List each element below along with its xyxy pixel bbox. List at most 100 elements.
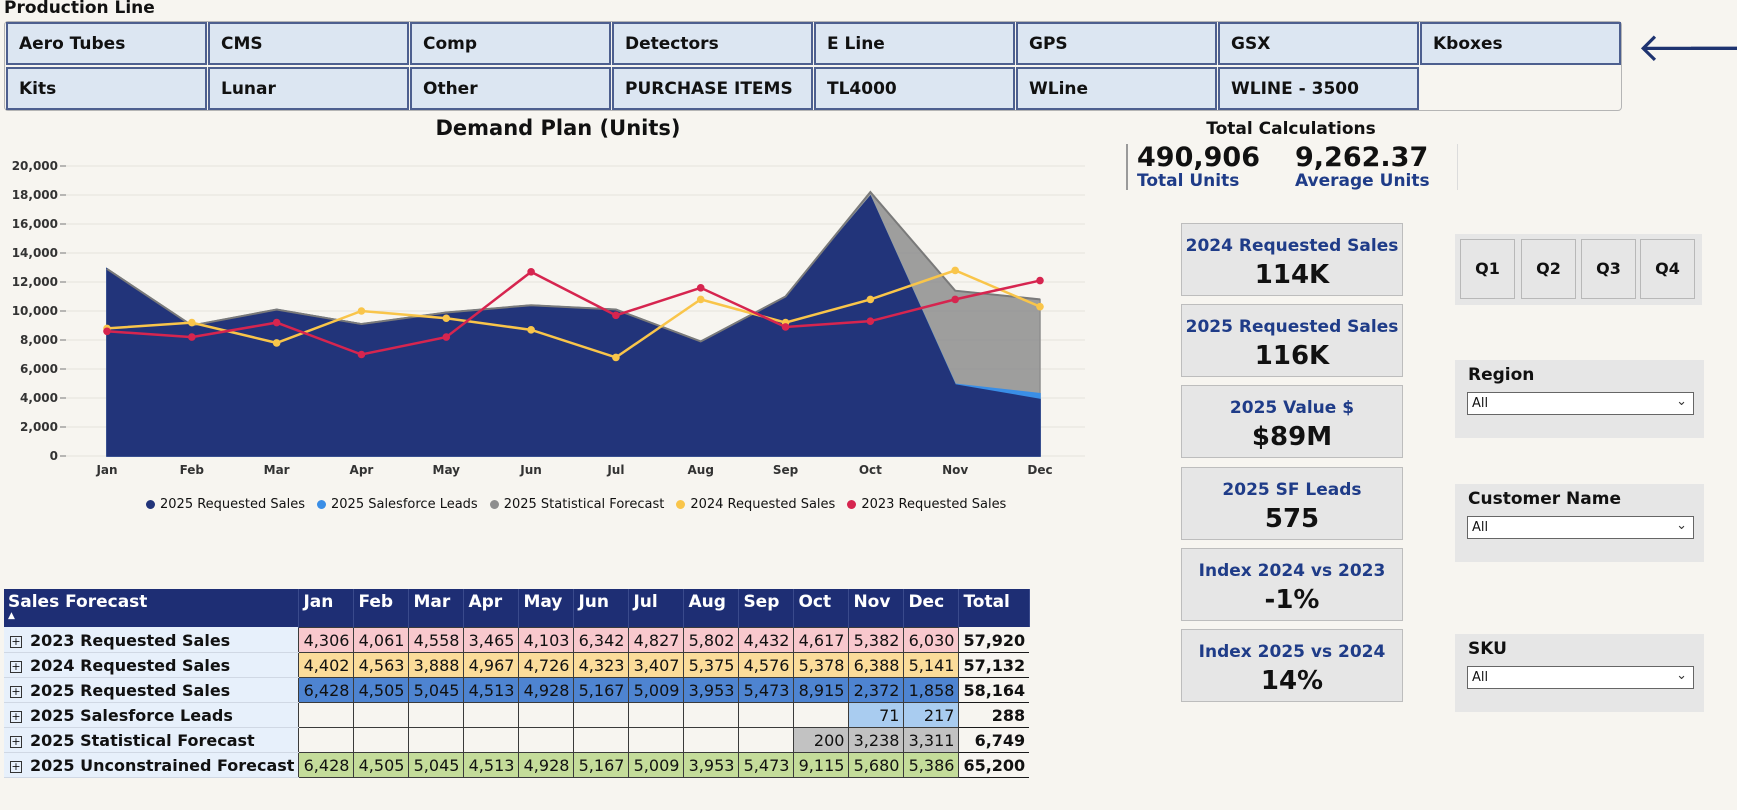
production-line-button[interactable]: Kits — [6, 67, 207, 110]
table-cell — [353, 726, 410, 753]
table-column-header[interactable]: Total — [958, 589, 1030, 627]
expand-icon[interactable]: + — [10, 660, 22, 673]
x-tick-label: Oct — [859, 463, 882, 477]
row-label: +2025 Salesforce Leads — [4, 702, 299, 728]
table-column-header[interactable]: Oct — [793, 589, 850, 627]
table-cell: 5,386 — [903, 751, 960, 778]
quarter-button-q1[interactable]: Q1 — [1460, 239, 1515, 299]
table-cell: 6,342 — [573, 626, 630, 653]
table-cell: 217 — [903, 701, 960, 728]
legend-item[interactable]: 2023 Requested Sales — [847, 497, 1006, 512]
table-cell: 5,375 — [683, 651, 740, 678]
back-arrow-icon[interactable]: 🡐 — [1637, 25, 1737, 71]
production-line-button[interactable]: Kboxes — [1420, 22, 1621, 65]
production-line-button[interactable]: Lunar — [208, 67, 409, 110]
total-units-value: 490,906 — [1137, 142, 1260, 173]
filter-label: Region — [1468, 365, 1535, 385]
kpi-card-label: Index 2025 vs 2024 — [1198, 642, 1386, 662]
production-line-button[interactable]: WLine — [1016, 67, 1217, 110]
table-column-header[interactable]: Mar — [408, 589, 465, 627]
production-line-button[interactable]: WLINE - 3500 — [1218, 67, 1419, 110]
table-header-sales-forecast[interactable]: Sales Forecast ▲ — [4, 589, 300, 627]
data-point — [866, 295, 875, 304]
data-point — [272, 339, 281, 347]
row-total: 288 — [958, 702, 1030, 728]
table-row: +2024 Requested Sales 4,402 4,563 3,888 4,96… — [4, 651, 1030, 678]
production-line-button[interactable]: TL4000 — [814, 67, 1015, 110]
table-column-header[interactable]: Nov — [848, 589, 905, 627]
production-line-button[interactable]: Comp — [410, 22, 611, 65]
table-cell: 5,141 — [903, 651, 960, 678]
data-point — [103, 327, 111, 336]
kpi-card: 2025 Value $ $89M — [1181, 385, 1403, 458]
production-line-button[interactable]: PURCHASE ITEMS — [612, 67, 813, 110]
legend-item[interactable]: 2025 Statistical Forecast — [489, 497, 664, 512]
x-tick-label: Nov — [942, 463, 968, 477]
expand-icon[interactable]: + — [10, 710, 22, 723]
table-cell — [353, 701, 410, 728]
production-line-button[interactable]: GPS — [1016, 22, 1217, 65]
sort-ascending-icon[interactable]: ▲ — [8, 611, 15, 621]
legend-item[interactable]: 2024 Requested Sales — [676, 497, 835, 512]
table-column-header[interactable]: Feb — [353, 589, 410, 627]
table-cell — [463, 701, 520, 728]
sku-dropdown[interactable]: All ⌄ — [1467, 666, 1694, 689]
quarter-button-q2[interactable]: Q2 — [1521, 239, 1576, 299]
table-cell: 2,372 — [848, 676, 905, 703]
table-cell — [628, 726, 685, 753]
production-line-button[interactable]: GSX — [1218, 22, 1419, 65]
table-column-header[interactable]: May — [518, 589, 575, 627]
legend-label: 2025 Salesforce Leads — [331, 497, 478, 512]
customer-name-dropdown[interactable]: All ⌄ — [1467, 516, 1694, 539]
region-dropdown[interactable]: All ⌄ — [1467, 392, 1694, 415]
quarter-slicer: Q1 Q2 Q3 Q4 — [1455, 234, 1702, 305]
production-line-button[interactable]: Aero Tubes — [6, 22, 207, 65]
table-cell: 6,428 — [298, 676, 355, 703]
expand-icon[interactable]: + — [10, 760, 22, 773]
x-tick-label: Apr — [350, 463, 374, 477]
expand-icon[interactable]: + — [10, 634, 22, 648]
quarter-button-q3[interactable]: Q3 — [1581, 239, 1636, 299]
chevron-down-icon: ⌄ — [1676, 668, 1687, 683]
data-point — [272, 318, 281, 327]
table-column-header[interactable]: Sep — [738, 589, 795, 627]
legend-label: 2024 Requested Sales — [690, 497, 836, 512]
line-series — [106, 269, 1041, 359]
quarter-button-q4[interactable]: Q4 — [1640, 239, 1695, 299]
filter-label: SKU — [1468, 639, 1507, 659]
demand-plan-chart: 0 2,000 4,000 6,000 8,000 10,000 12,000 14,000 1… — [12, 159, 1085, 477]
row-label: +2024 Requested Sales — [4, 652, 299, 678]
table-column-header[interactable]: Aug — [683, 589, 740, 627]
row-label-text: 2025 Requested Sales — [30, 681, 231, 700]
table-cell — [793, 701, 850, 728]
table-cell: 5,378 — [793, 651, 850, 678]
table-column-header[interactable]: Jun — [573, 589, 630, 627]
y-tick-label: 16,000 — [12, 217, 58, 231]
table-column-header[interactable]: Jan — [298, 589, 355, 627]
table-cell: 4,513 — [463, 676, 520, 703]
legend-item[interactable]: 2025 Requested Sales — [146, 497, 305, 512]
production-line-button[interactable]: Detectors — [612, 22, 813, 65]
forward-arrow-icon[interactable]: 🡒 — [1686, 28, 1737, 68]
table-column-header[interactable]: Dec — [903, 589, 960, 627]
table-column-header[interactable]: Apr — [463, 589, 520, 627]
table-cell: 5,009 — [628, 676, 685, 703]
dropdown-value: All — [1472, 670, 1489, 685]
expand-icon[interactable]: + — [10, 685, 22, 698]
production-line-button[interactable]: Other — [410, 67, 611, 110]
production-line-button[interactable]: E Line — [814, 22, 1015, 65]
legend-label: 2023 Requested Sales — [861, 497, 1007, 512]
table-row: +2025 Unconstrained Forecast 6,428 4,505 5,… — [4, 751, 1030, 778]
row-label: +2025 Requested Sales — [4, 677, 299, 703]
chart-legend: 2025 Requested Sales 2025 Salesforce Lead… — [146, 497, 1006, 512]
expand-icon[interactable]: + — [10, 735, 22, 748]
table-cell: 5,009 — [628, 751, 685, 778]
production-line-button[interactable]: CMS — [208, 22, 409, 65]
data-point — [951, 295, 959, 304]
legend-item[interactable]: 2025 Salesforce Leads — [317, 497, 478, 512]
table-cell: 3,238 — [848, 726, 905, 753]
y-tick-label: 14,000 — [12, 246, 58, 260]
table-cell: 5,802 — [683, 626, 740, 653]
table-cell — [518, 726, 575, 753]
table-column-header[interactable]: Jul — [628, 589, 685, 627]
